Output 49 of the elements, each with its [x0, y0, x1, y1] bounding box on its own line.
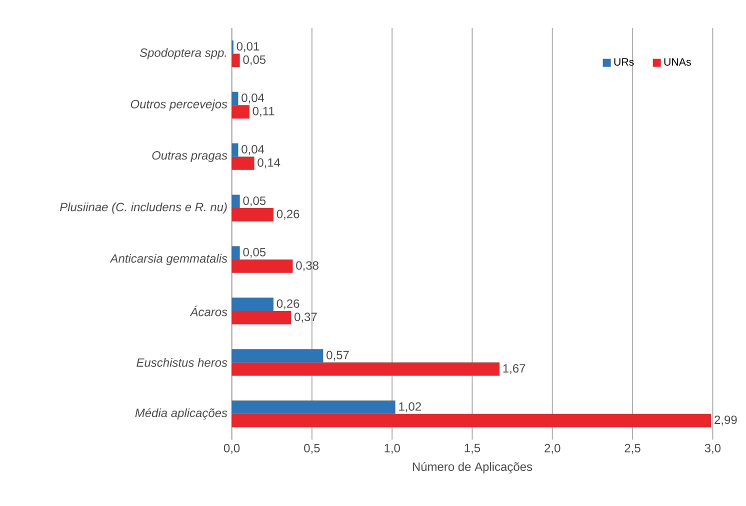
- x-axis-title: Número de Aplicações: [412, 462, 532, 474]
- data-label: 0,14: [258, 158, 280, 168]
- bar: [232, 156, 254, 170]
- data-label: 0,05: [243, 55, 266, 66]
- legend-label: URs: [614, 58, 634, 66]
- data-label: 0,05: [243, 196, 266, 206]
- data-label: 2,99: [714, 415, 737, 426]
- x-tick-label: 2,5: [624, 444, 640, 454]
- bar: [232, 298, 274, 311]
- bar: [232, 194, 240, 208]
- bar: [232, 362, 500, 376]
- bar: [232, 246, 240, 260]
- data-label: 0,04: [242, 93, 264, 104]
- data-label: 0,38: [296, 261, 318, 272]
- data-label: 0,57: [326, 350, 349, 361]
- bar: [232, 143, 238, 157]
- data-label: 1,67: [503, 364, 526, 374]
- bar: [232, 259, 293, 273]
- data-label: 0,04: [242, 144, 264, 155]
- bar: [232, 208, 274, 222]
- data-label: 0,37: [294, 312, 317, 322]
- data-label: 0,11: [252, 106, 274, 117]
- data-label: 0,26: [276, 299, 300, 310]
- bar: [232, 105, 250, 118]
- y-tick-label: Outros percevejos: [130, 99, 228, 111]
- bar: [232, 400, 396, 414]
- x-tick-label: 1,5: [464, 444, 480, 454]
- y-tick-label: Plusiinae (C. includens e R. nu): [60, 202, 227, 214]
- x-tick-label: 1,0: [384, 444, 400, 454]
- bar: [232, 310, 292, 324]
- y-tick-label: Média aplicações: [135, 408, 228, 420]
- x-tick-label: 0,0: [224, 444, 240, 454]
- data-label: 0,05: [243, 248, 266, 258]
- y-tick-label: Outras pragas: [152, 151, 228, 162]
- x-tick-label: 0,5: [304, 444, 320, 454]
- data-label: 0,01: [236, 42, 260, 52]
- x-tick-label: 3,0: [704, 444, 721, 454]
- y-tick-label: Euschistus heros: [136, 358, 228, 367]
- bar: [232, 414, 712, 428]
- bar: [232, 349, 324, 362]
- data-label: 1,02: [399, 402, 421, 412]
- bar: [232, 54, 240, 67]
- legend-label: UNAs: [664, 58, 691, 66]
- x-tick-label: 2,0: [544, 444, 560, 454]
- y-tick-label: Spodoptera spp.: [140, 48, 226, 60]
- data-label: 0,26: [276, 210, 300, 220]
- bar: [232, 92, 238, 106]
- y-tick-label: Ácaros: [190, 306, 228, 316]
- y-tick-label: Anticarsia gemmatalis: [110, 254, 228, 266]
